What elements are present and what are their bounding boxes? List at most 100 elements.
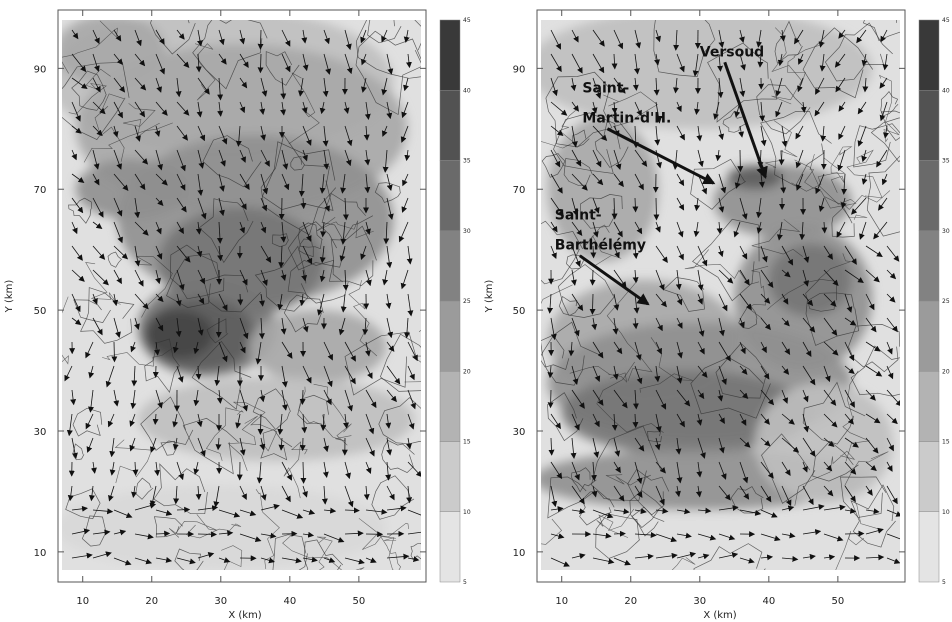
right-wind-vector <box>718 125 725 141</box>
left-wind-vector <box>364 173 371 194</box>
right-wind-vector <box>655 413 662 433</box>
left-wind-vector <box>155 509 173 516</box>
left-contour-line <box>290 155 305 171</box>
left-wind-vector <box>281 341 293 359</box>
right-wind-vector <box>570 269 577 286</box>
right-wind-vector <box>676 508 691 515</box>
left-wind-vector <box>323 437 329 453</box>
left-wind-vector <box>92 173 100 186</box>
left-wind-vector <box>176 125 188 141</box>
right-wind-vectors <box>547 29 900 567</box>
left-y-tick-label: 10 <box>34 548 47 559</box>
left-wind-vector <box>257 29 264 50</box>
left-wind-vector <box>176 245 191 263</box>
right-wind-vector <box>857 125 867 147</box>
right-contour-line <box>579 194 623 229</box>
left-wind-vector <box>386 173 393 191</box>
left-wind-vector <box>239 197 247 210</box>
left-shade-region <box>75 159 187 220</box>
left-contour-line <box>288 72 320 145</box>
left-contour-line <box>191 340 252 410</box>
right-wind-vector <box>550 173 563 194</box>
left-wind-vector <box>301 101 308 114</box>
left-wind-vector <box>281 53 291 73</box>
left-contour-line <box>261 141 336 211</box>
left-wind-vector <box>385 293 392 310</box>
left-wind-vector <box>405 53 412 69</box>
right-wind-vector <box>613 461 621 474</box>
left-wind-vector <box>281 29 291 47</box>
right-wind-vector <box>844 530 865 537</box>
left-shade-region <box>62 485 387 570</box>
left-contour-line <box>166 253 221 308</box>
left-wind-vector <box>213 485 220 508</box>
left-wind-vector <box>113 77 126 93</box>
left-wind-vector <box>71 245 83 261</box>
right-wind-vector <box>634 553 654 560</box>
left-contour-line <box>355 30 421 116</box>
right-wind-vector <box>718 505 739 511</box>
left-wind-vector <box>107 413 115 428</box>
right-wind-vector <box>760 389 775 406</box>
right-wind-vector <box>696 413 703 426</box>
left-wind-vector <box>92 245 106 260</box>
left-wind-vector <box>113 317 121 338</box>
left-contour-line <box>233 401 278 452</box>
left-wind-vector <box>155 149 163 171</box>
right-wind-vector <box>632 413 639 429</box>
left-wind-vector <box>155 173 168 186</box>
left-contour-line <box>383 537 397 570</box>
left-wind-vector <box>113 149 123 170</box>
right-wind-vector <box>781 485 792 507</box>
right-y-tick-label: 50 <box>513 306 526 317</box>
right-wind-vector <box>802 293 814 307</box>
left-contour-line <box>107 251 123 268</box>
right-wind-vector <box>676 413 685 428</box>
right-contour-line <box>569 365 628 383</box>
left-wind-vector <box>407 413 415 430</box>
right-wind-vector <box>613 341 623 355</box>
right-wind-vector <box>713 101 720 120</box>
left-wind-vector <box>176 53 190 68</box>
right-wind-vector <box>676 293 683 306</box>
right-wind-vector <box>571 317 580 337</box>
left-wind-vector <box>195 53 202 73</box>
left-wind-vector <box>134 317 140 330</box>
right-wind-vector <box>819 53 826 72</box>
right-wind-vector <box>634 531 657 538</box>
right-wind-vector <box>823 461 833 472</box>
right-wind-vector <box>697 149 704 168</box>
right-wind-vector <box>592 149 602 168</box>
right-contour-line <box>603 91 658 128</box>
left-wind-vector <box>401 197 409 213</box>
left-wind-vector <box>149 437 157 453</box>
left-wind-vector <box>257 413 264 435</box>
left-contour-line <box>321 192 374 242</box>
right-wind-vector <box>781 245 794 266</box>
right-wind-vector <box>802 485 814 506</box>
right-wind-vector <box>802 365 816 386</box>
right-wind-vector <box>612 365 619 380</box>
right-contour-line <box>804 154 845 209</box>
left-wind-vector <box>301 269 308 282</box>
left-wind-vector <box>386 197 394 220</box>
right-wind-vector <box>571 53 583 74</box>
right-wind-vector <box>844 485 856 503</box>
left-wind-vector <box>172 437 179 451</box>
left-wind-vector <box>176 29 185 40</box>
right-wind-vector <box>882 53 889 71</box>
left-wind-vector <box>364 101 371 120</box>
right-wind-vector <box>739 389 749 400</box>
right-wind-vector <box>823 554 836 561</box>
right-wind-vector <box>844 245 857 265</box>
left-wind-vector <box>299 389 306 405</box>
right-wind-vector <box>886 437 894 452</box>
left-wind-vector <box>360 53 367 66</box>
right-wind-vector <box>802 245 810 264</box>
right-wind-vector <box>886 389 900 407</box>
right-wind-vector <box>718 173 727 194</box>
left-wind-vector <box>113 53 123 65</box>
right-wind-vector <box>673 77 679 94</box>
left-wind-vector <box>322 125 329 147</box>
left-wind-vector <box>385 461 392 481</box>
